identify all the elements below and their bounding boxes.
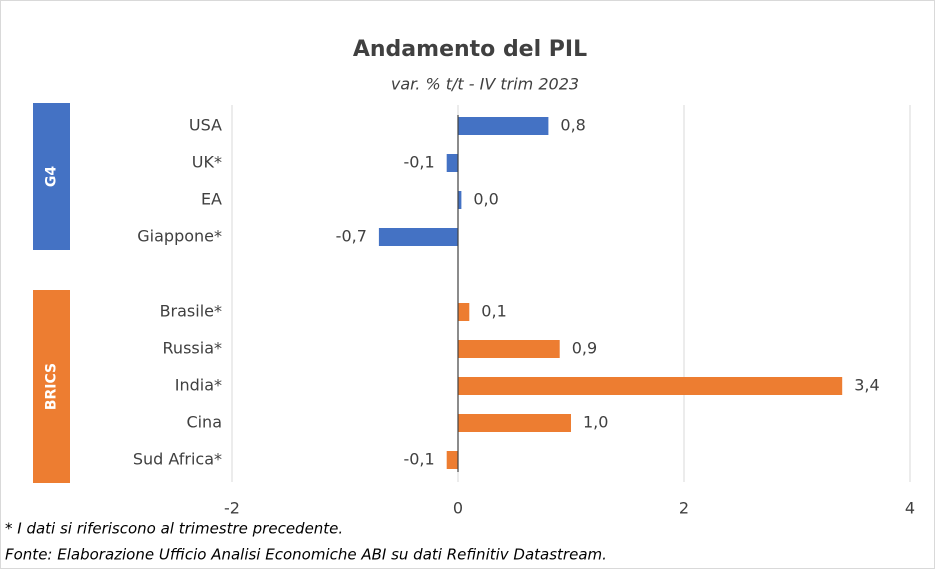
bar: [446, 451, 458, 469]
chart-title: Andamento del PIL: [353, 37, 587, 62]
bar: [458, 117, 549, 135]
y-tick-label: India*: [175, 376, 222, 395]
bar: [378, 228, 458, 246]
x-tick-label: 2: [679, 499, 689, 518]
value-label: 0,9: [572, 339, 597, 358]
y-tick-label: Cina: [186, 413, 222, 432]
value-label: 1,0: [583, 413, 608, 432]
source-note: Fonte: Elaborazione Ufficio Analisi Econ…: [5, 546, 607, 564]
chart-subtitle: var. % t/t - IV trim 2023: [391, 75, 579, 94]
bar: [458, 340, 560, 358]
value-label: -0,1: [403, 153, 434, 172]
x-tick-label: 0: [453, 499, 463, 518]
footnote: * I dati si riferiscono al trimestre pre…: [5, 520, 343, 538]
y-tick-label: Giappone*: [137, 227, 222, 246]
y-tick-label: UK*: [192, 153, 222, 172]
value-label: 3,4: [854, 376, 879, 395]
bar: [458, 377, 843, 395]
y-tick-label: USA: [189, 116, 222, 135]
group-box: [33, 290, 70, 483]
value-label: 0,8: [560, 116, 585, 135]
group-label: BRICS: [44, 363, 60, 410]
bar: [446, 154, 458, 172]
y-tick-label: Sud Africa*: [133, 450, 222, 469]
value-label: -0,1: [403, 450, 434, 469]
bar: [458, 414, 571, 432]
x-tick-label: -2: [224, 499, 240, 518]
bar: [458, 303, 470, 321]
y-tick-label: EA: [201, 190, 222, 209]
value-label: 0,0: [473, 190, 498, 209]
x-tick-label: 4: [905, 499, 915, 518]
y-tick-label: Russia*: [163, 339, 222, 358]
value-label: 0,1: [481, 302, 506, 321]
group-label: G4: [44, 166, 60, 187]
group-box: [33, 103, 70, 250]
value-label: -0,7: [336, 227, 367, 246]
y-tick-label: Brasile*: [160, 302, 222, 321]
bar: [458, 191, 462, 209]
